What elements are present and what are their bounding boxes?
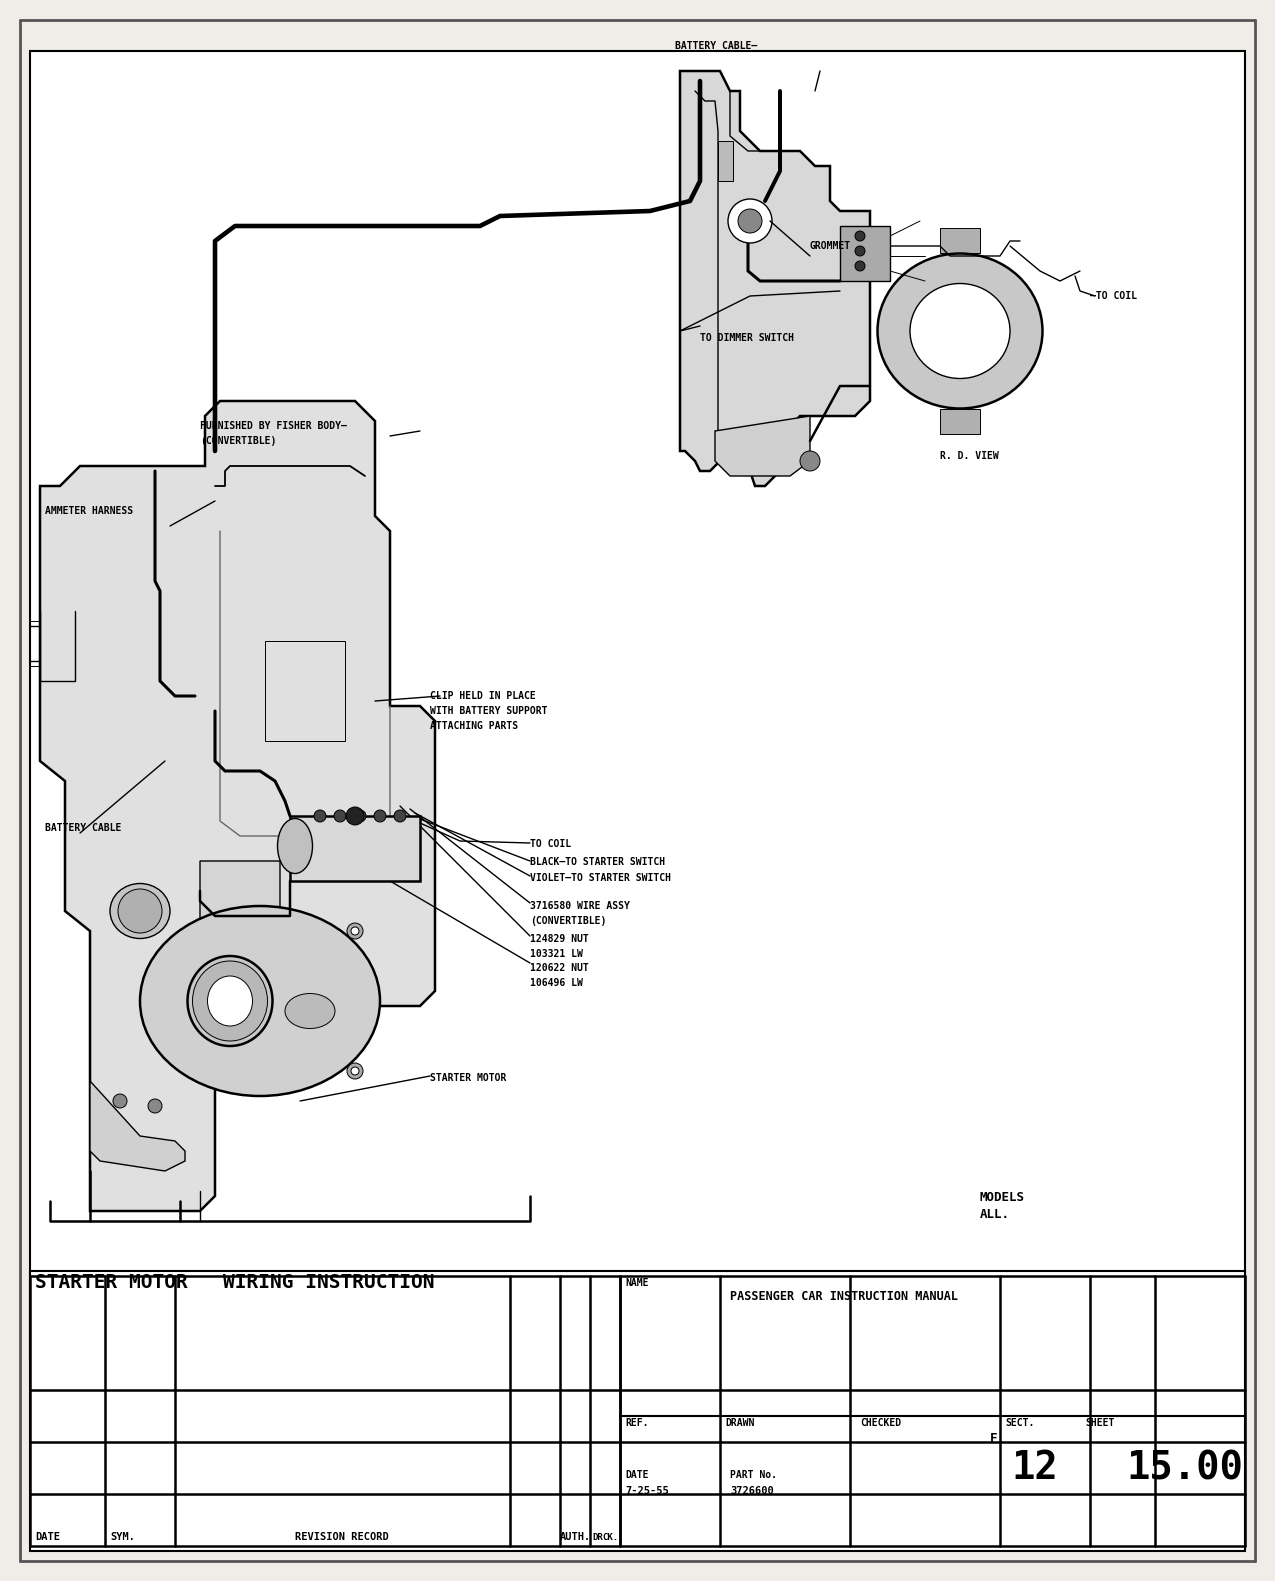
Text: 120622 NUT: 120622 NUT: [530, 963, 589, 972]
Text: 103321 LW: 103321 LW: [530, 949, 583, 960]
Ellipse shape: [110, 884, 170, 939]
Circle shape: [856, 231, 864, 240]
Text: DR.: DR.: [592, 1534, 608, 1541]
Bar: [31, 1271, 1244, 1551]
Circle shape: [119, 889, 162, 933]
Circle shape: [394, 809, 405, 822]
Circle shape: [314, 809, 326, 822]
Text: SHEET: SHEET: [1085, 1418, 1114, 1428]
Ellipse shape: [208, 975, 252, 1026]
Text: STARTER MOTOR: STARTER MOTOR: [430, 1073, 506, 1083]
Text: FURNISHED BY FISHER BODY—: FURNISHED BY FISHER BODY—: [200, 421, 347, 432]
Text: (CONVERTIBLE): (CONVERTIBLE): [530, 915, 607, 926]
Ellipse shape: [193, 961, 268, 1040]
Text: NAME: NAME: [625, 1277, 649, 1289]
Circle shape: [347, 1062, 363, 1078]
Bar: [31, 51, 1244, 1361]
Text: VIOLET—TO STARTER SWITCH: VIOLET—TO STARTER SWITCH: [530, 873, 671, 884]
Text: REVISION RECORD: REVISION RECORD: [295, 1532, 389, 1541]
Text: TO COIL: TO COIL: [530, 840, 571, 849]
Text: BATTERY CABLE: BATTERY CABLE: [45, 824, 121, 833]
Polygon shape: [40, 402, 435, 1211]
Circle shape: [334, 809, 346, 822]
Text: 124829 NUT: 124829 NUT: [530, 934, 589, 944]
Text: F: F: [989, 1432, 997, 1445]
Text: TO DIMMER SWITCH: TO DIMMER SWITCH: [700, 334, 794, 343]
Text: CLIP HELD IN PLACE: CLIP HELD IN PLACE: [430, 691, 536, 700]
Text: 106496 LW: 106496 LW: [530, 979, 583, 988]
Text: SYM.: SYM.: [110, 1532, 135, 1541]
Text: BATTERY CABLE—: BATTERY CABLE—: [674, 41, 757, 51]
Text: STARTER MOTOR   WIRING INSTRUCTION: STARTER MOTOR WIRING INSTRUCTION: [34, 1273, 435, 1292]
Circle shape: [113, 1094, 128, 1108]
Text: PASSENGER CAR INSTRUCTION MANUAL: PASSENGER CAR INSTRUCTION MANUAL: [731, 1290, 958, 1303]
Bar: [940, 228, 980, 253]
Text: DRAWN: DRAWN: [725, 1418, 755, 1428]
Ellipse shape: [910, 283, 1010, 378]
Bar: [840, 226, 890, 281]
Text: BLACK—TO STARTER SWITCH: BLACK—TO STARTER SWITCH: [530, 857, 666, 866]
Circle shape: [351, 1067, 360, 1075]
Text: DATE: DATE: [625, 1470, 649, 1480]
Bar: [718, 141, 733, 180]
Ellipse shape: [877, 253, 1043, 408]
Polygon shape: [91, 1081, 185, 1172]
Text: AUTH.: AUTH.: [560, 1532, 590, 1541]
Text: 15.00: 15.00: [1127, 1450, 1243, 1488]
Text: ATTACHING PARTS: ATTACHING PARTS: [430, 721, 518, 730]
Circle shape: [351, 926, 360, 934]
Ellipse shape: [140, 906, 380, 1096]
Text: PART No.: PART No.: [731, 1470, 776, 1480]
Text: R. D. VIEW: R. D. VIEW: [940, 451, 998, 462]
Polygon shape: [715, 416, 810, 476]
Text: AMMETER HARNESS: AMMETER HARNESS: [45, 506, 133, 515]
Polygon shape: [680, 71, 870, 485]
Bar: [265, 640, 346, 741]
Circle shape: [738, 209, 762, 232]
Circle shape: [346, 806, 363, 825]
Circle shape: [856, 247, 864, 256]
Ellipse shape: [187, 957, 273, 1047]
Text: CHECKED: CHECKED: [861, 1418, 901, 1428]
Circle shape: [148, 1099, 162, 1113]
Circle shape: [856, 261, 864, 270]
Text: —TO COIL: —TO COIL: [1090, 291, 1137, 300]
Text: CK.: CK.: [602, 1534, 618, 1541]
Circle shape: [728, 199, 771, 243]
Ellipse shape: [278, 819, 312, 873]
Circle shape: [374, 809, 386, 822]
Circle shape: [799, 451, 820, 471]
Text: DATE: DATE: [34, 1532, 60, 1541]
Bar: [289, 816, 419, 881]
Text: 3726600: 3726600: [731, 1486, 774, 1496]
Text: (CONVERTIBLE): (CONVERTIBLE): [200, 436, 277, 446]
Text: 3716580 WIRE ASSY: 3716580 WIRE ASSY: [530, 901, 630, 911]
Circle shape: [347, 923, 363, 939]
Ellipse shape: [286, 993, 335, 1029]
Bar: [940, 409, 980, 435]
Text: WITH BATTERY SUPPORT: WITH BATTERY SUPPORT: [430, 707, 547, 716]
Text: ALL.: ALL.: [980, 1208, 1010, 1221]
Text: 12: 12: [1011, 1450, 1058, 1488]
Text: REF.: REF.: [625, 1418, 649, 1428]
Text: MODELS: MODELS: [980, 1190, 1025, 1205]
Text: SECT.: SECT.: [1005, 1418, 1034, 1428]
Circle shape: [354, 809, 366, 822]
Text: 7-25-55: 7-25-55: [625, 1486, 669, 1496]
Polygon shape: [200, 862, 280, 931]
Text: GROMMET: GROMMET: [810, 240, 852, 251]
